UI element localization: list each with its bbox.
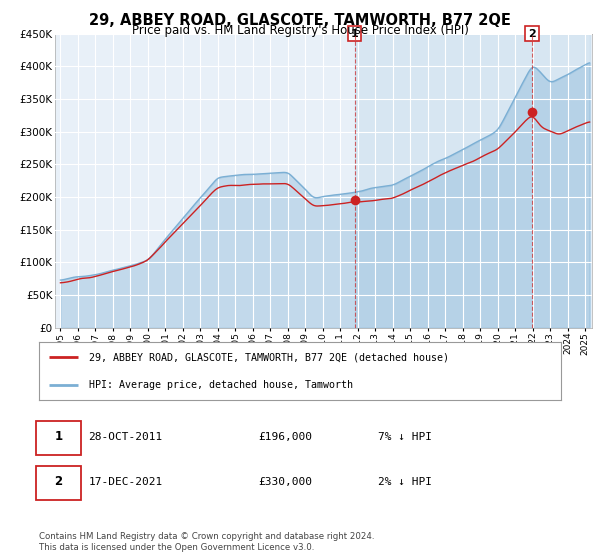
FancyBboxPatch shape (37, 421, 81, 455)
Text: £196,000: £196,000 (258, 432, 312, 442)
Text: Price paid vs. HM Land Registry's House Price Index (HPI): Price paid vs. HM Land Registry's House … (131, 24, 469, 37)
Text: 17-DEC-2021: 17-DEC-2021 (89, 477, 163, 487)
FancyBboxPatch shape (37, 465, 81, 500)
Text: HPI: Average price, detached house, Tamworth: HPI: Average price, detached house, Tamw… (89, 380, 353, 390)
Text: 7% ↓ HPI: 7% ↓ HPI (379, 432, 432, 442)
Bar (355, 34, 590, 328)
Text: 29, ABBEY ROAD, GLASCOTE, TAMWORTH, B77 2QE (detached house): 29, ABBEY ROAD, GLASCOTE, TAMWORTH, B77 … (89, 352, 449, 362)
Text: 1: 1 (54, 430, 62, 444)
Text: 28-OCT-2011: 28-OCT-2011 (89, 432, 163, 442)
Text: 1: 1 (351, 29, 359, 39)
Text: Contains HM Land Registry data © Crown copyright and database right 2024.
This d: Contains HM Land Registry data © Crown c… (39, 532, 374, 552)
Text: 2: 2 (528, 29, 536, 39)
Text: £330,000: £330,000 (258, 477, 312, 487)
Text: 29, ABBEY ROAD, GLASCOTE, TAMWORTH, B77 2QE: 29, ABBEY ROAD, GLASCOTE, TAMWORTH, B77 … (89, 13, 511, 28)
Text: 2: 2 (54, 475, 62, 488)
Text: 2% ↓ HPI: 2% ↓ HPI (379, 477, 432, 487)
